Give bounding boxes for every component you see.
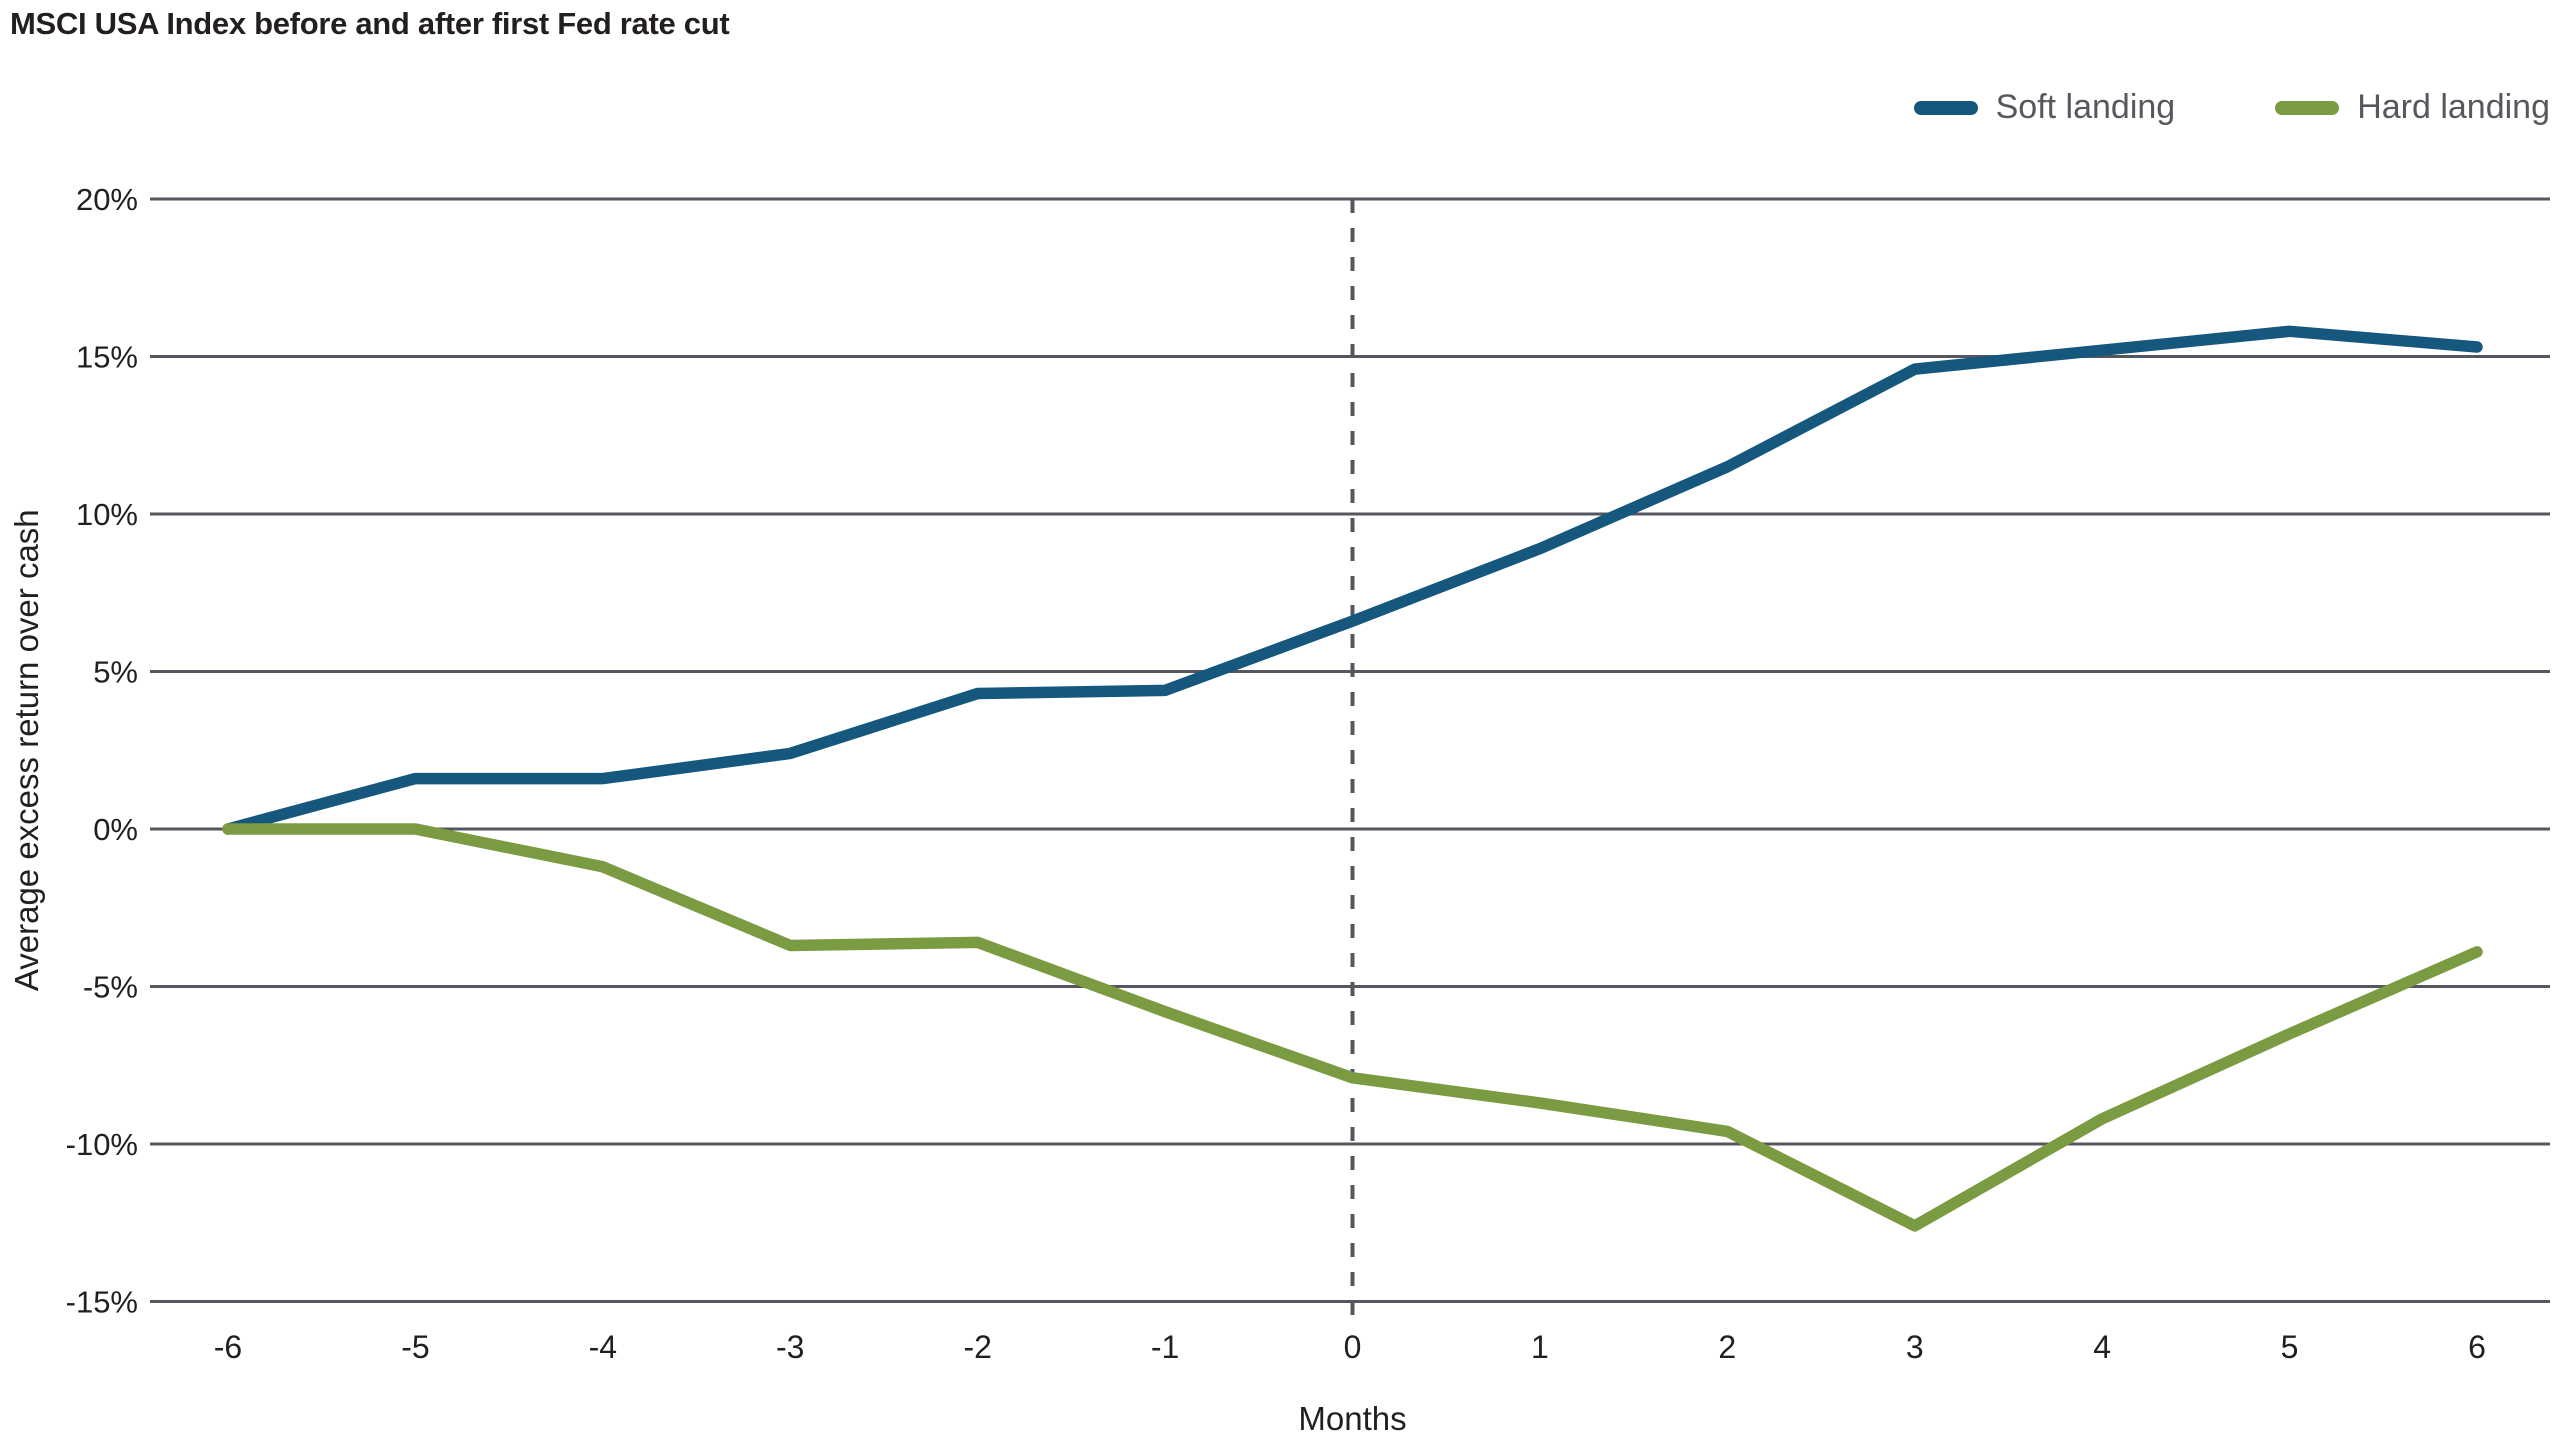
x-tick-label-4: 4: [2093, 1329, 2111, 1365]
x-tick-label-6: 6: [2468, 1329, 2486, 1365]
y-axis-title: Average excess return over cash: [8, 509, 45, 991]
legend: Soft landing Hard landing: [1913, 88, 2550, 127]
x-tick-label--1: -1: [1151, 1329, 1179, 1365]
x-tick-label-0: 0: [1344, 1329, 1362, 1365]
legend-label-hard-landing: Hard landing: [2357, 88, 2550, 126]
chart-title: MSCI USA Index before and after first Fe…: [10, 6, 730, 41]
x-tick-label--4: -4: [589, 1329, 617, 1365]
y-tick-label-20: 20%: [76, 182, 138, 217]
x-tick-label-1: 1: [1531, 1329, 1549, 1365]
legend-item-hard-landing: Hard landing: [2275, 88, 2550, 127]
legend-label-soft-landing: Soft landing: [1995, 88, 2176, 126]
x-tick-label-2: 2: [1718, 1329, 1736, 1365]
x-tick-label--2: -2: [963, 1329, 991, 1365]
x-tick-label-5: 5: [2281, 1329, 2299, 1365]
hard-landing-swatch-icon: [2275, 100, 2340, 115]
soft-landing-swatch-icon: [1913, 100, 1978, 115]
y-tick-label-15: 15%: [76, 340, 138, 375]
x-tick-label--3: -3: [776, 1329, 804, 1365]
y-tick-label-5: 5%: [93, 655, 138, 690]
y-tick-label--5: -5%: [83, 970, 138, 1005]
y-tick-label-0: 0%: [93, 812, 138, 847]
y-tick-label--10: -10%: [66, 1127, 138, 1162]
y-tick-label--15: -15%: [66, 1285, 138, 1320]
series-line-hard-landing: [222, 823, 2483, 1232]
y-tick-label-10: 10%: [76, 497, 138, 532]
series-line-soft-landing: [222, 325, 2483, 835]
legend-item-soft-landing: Soft landing: [1913, 88, 2176, 127]
x-tick-label--6: -6: [214, 1329, 242, 1365]
x-axis-title: Months: [1298, 1400, 1406, 1437]
x-tick-label-3: 3: [1906, 1329, 1924, 1365]
x-tick-label--5: -5: [401, 1329, 429, 1365]
